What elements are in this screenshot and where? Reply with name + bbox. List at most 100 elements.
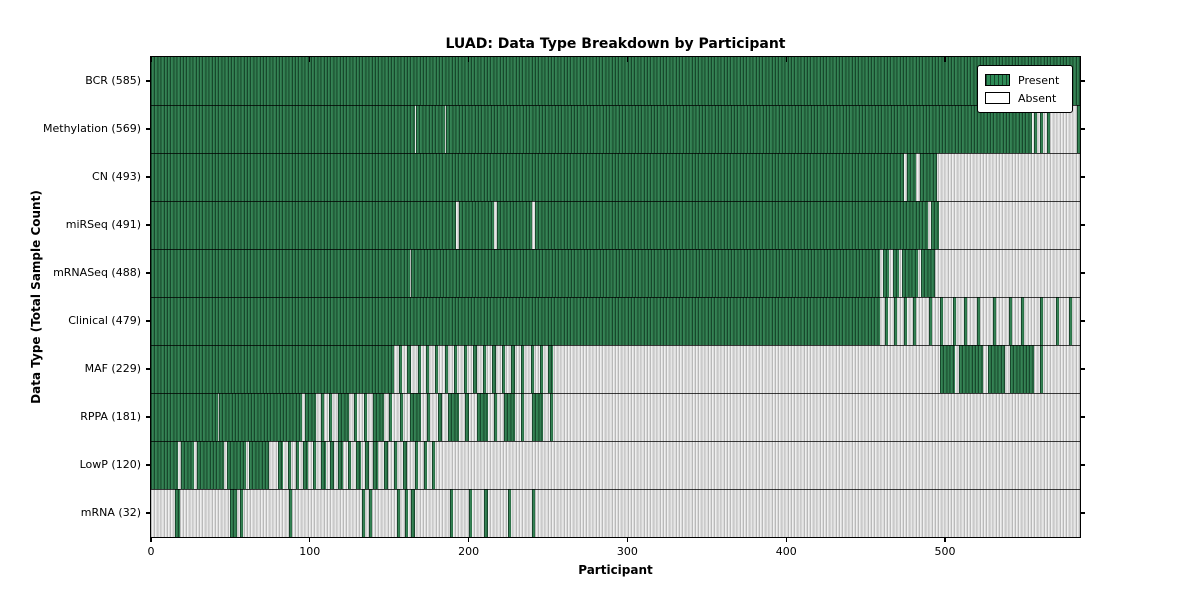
present-segment: [503, 393, 515, 441]
xtick-mark-top: [467, 57, 470, 62]
ytick-mark-right: [1080, 416, 1085, 418]
legend: Present Absent: [977, 65, 1073, 113]
present-segment: [151, 153, 904, 201]
present-segment: [906, 153, 917, 201]
legend-item-absent: Absent: [985, 89, 1064, 107]
row-separator: [151, 249, 1080, 250]
present-segment: [432, 441, 436, 489]
ytick-label-maf: MAF (229): [84, 362, 141, 375]
xtick-mark-top: [785, 57, 787, 62]
row-separator: [151, 441, 1080, 442]
row-separator: [151, 153, 1080, 154]
present-segment: [929, 297, 933, 345]
present-segment: [197, 441, 225, 489]
xtick-label: 500: [934, 545, 956, 558]
present-segment: [1040, 105, 1044, 153]
present-segment: [468, 489, 472, 537]
present-segment: [303, 441, 309, 489]
present-segment: [409, 393, 421, 441]
xtick-label: 300: [616, 545, 638, 558]
ytick-mark-left: [146, 176, 151, 178]
present-segment: [320, 393, 325, 441]
present-segment: [384, 441, 388, 489]
ytick-mark-right: [1080, 464, 1085, 466]
present-segment: [1076, 105, 1080, 153]
ytick-mark-left: [146, 416, 151, 418]
present-segment: [532, 393, 544, 441]
present-segment: [921, 249, 936, 297]
present-segment: [151, 345, 394, 393]
present-segment: [919, 153, 938, 201]
present-segment: [227, 441, 247, 489]
present-swatch-icon: [985, 74, 1010, 86]
ytick-mark-left: [146, 272, 151, 274]
ytick-mark-right: [1080, 224, 1085, 226]
row-separator: [151, 297, 1080, 298]
present-segment: [312, 441, 317, 489]
present-segment: [151, 441, 178, 489]
present-segment: [373, 393, 385, 441]
row-separator: [151, 345, 1080, 346]
present-segment: [508, 489, 512, 537]
row-mirseq: [151, 201, 1080, 249]
present-segment: [959, 345, 984, 393]
present-segment: [414, 441, 418, 489]
xtick-mark-bottom: [467, 537, 470, 542]
present-segment: [454, 345, 458, 393]
xtick-mark-top: [309, 57, 311, 62]
present-segment: [1010, 345, 1034, 393]
present-segment: [338, 441, 344, 489]
ytick-label-mirseq: miRSeq (491): [65, 218, 141, 231]
present-segment: [473, 345, 477, 393]
xtick-mark-top: [150, 57, 152, 62]
ytick-mark-left: [146, 368, 151, 370]
xtick-mark-top: [626, 57, 629, 62]
present-segment: [362, 489, 366, 537]
present-segment: [181, 441, 194, 489]
ytick-label-cn: CN (493): [92, 170, 141, 183]
x-axis-label: Participant: [578, 563, 653, 577]
present-segment: [463, 345, 467, 393]
present-segment: [902, 249, 918, 297]
present-segment: [151, 297, 880, 345]
plot-area: [150, 56, 1081, 538]
row-mrna: [151, 489, 1080, 537]
present-segment: [330, 441, 334, 489]
row-methylation: [151, 105, 1080, 153]
present-segment: [447, 393, 460, 441]
row-separator: [151, 105, 1080, 106]
ytick-mark-left: [146, 512, 151, 514]
present-segment: [403, 441, 407, 489]
xtick-mark-top: [944, 57, 946, 62]
ytick-label-rppa: RPPA (181): [80, 410, 141, 423]
ytick-mark-right: [1080, 272, 1085, 274]
present-segment: [289, 489, 293, 537]
present-segment: [151, 105, 415, 153]
present-segment: [389, 393, 393, 441]
present-segment: [347, 441, 352, 489]
present-segment: [976, 297, 980, 345]
present-segment: [535, 201, 928, 249]
ytick-mark-right: [1080, 176, 1085, 178]
present-segment: [354, 393, 358, 441]
present-segment: [940, 297, 944, 345]
ytick-label-mrnaseq: mRNASeq (488): [53, 266, 141, 279]
xtick-mark-bottom: [785, 537, 787, 542]
present-segment: [532, 489, 536, 537]
present-segment: [476, 393, 488, 441]
ytick-mark-left: [146, 224, 151, 226]
present-segment: [295, 441, 299, 489]
row-maf: [151, 345, 1080, 393]
present-segment: [484, 489, 488, 537]
ytick-label-mrna: mRNA (32): [80, 506, 141, 519]
present-segment: [393, 441, 398, 489]
present-segment: [405, 489, 409, 537]
present-segment: [219, 393, 302, 441]
xtick-label: 0: [147, 545, 155, 558]
chart-title: LUAD: Data Type Breakdown by Participant: [445, 36, 786, 52]
present-segment: [411, 489, 415, 537]
row-separator: [151, 393, 1080, 394]
present-segment: [338, 393, 350, 441]
present-segment: [368, 489, 372, 537]
ytick-mark-left: [146, 464, 151, 466]
